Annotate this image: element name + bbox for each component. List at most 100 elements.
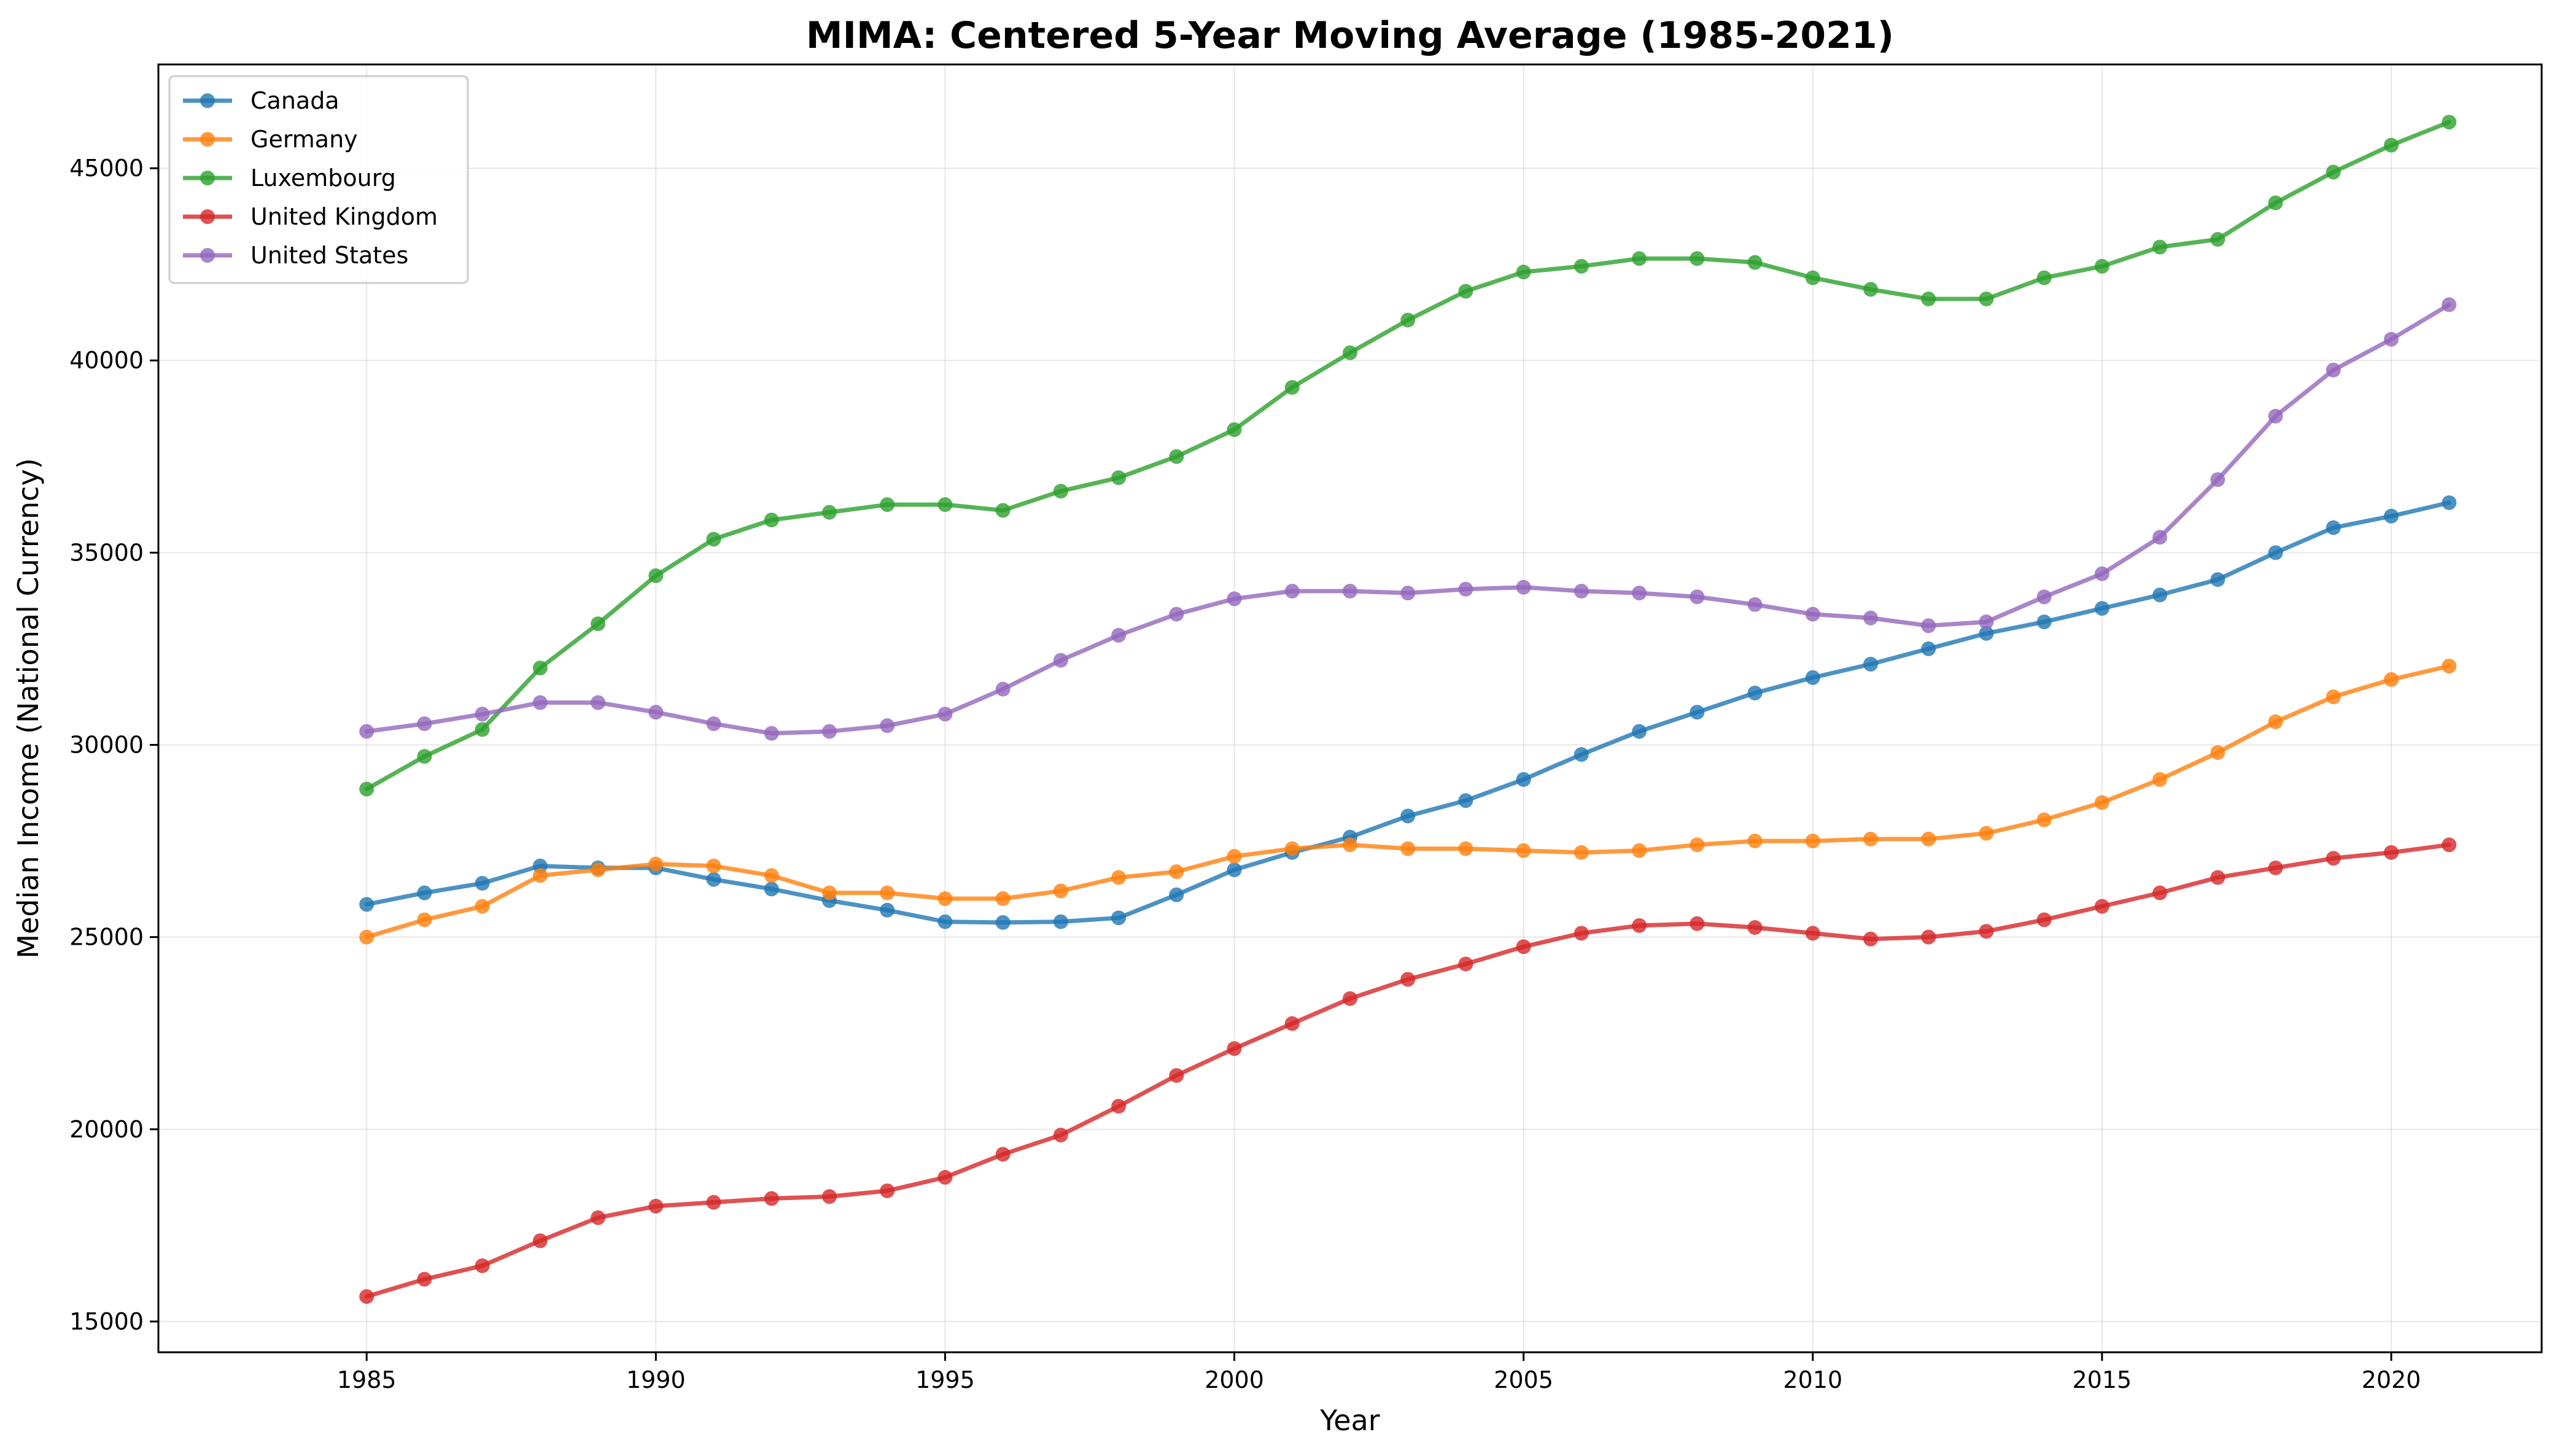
data-point-united-states (359, 724, 374, 739)
series-united-kingdom (359, 837, 2457, 1304)
data-point-united-states (2210, 472, 2225, 487)
data-point-united-states (1343, 583, 1357, 598)
plot-frame (157, 63, 2543, 1353)
data-point-germany (1343, 837, 1357, 853)
data-point-germany (1516, 843, 1531, 858)
data-point-united-states (417, 716, 432, 732)
data-point-united-states (1573, 583, 1589, 598)
data-point-luxembourg (2210, 231, 2225, 247)
data-point-united-kingdom (2268, 860, 2283, 875)
data-point-united-kingdom (880, 1183, 895, 1198)
y-tick-label: 30000 (69, 731, 144, 758)
data-point-united-states (937, 707, 953, 722)
data-point-united-states (532, 695, 548, 710)
data-point-germany (1863, 831, 1879, 846)
x-tick-label: 2005 (1494, 1366, 1553, 1393)
data-point-united-states (1111, 628, 1127, 643)
data-point-luxembourg (1400, 312, 1416, 328)
y-axis-label: Median Income (National Currency) (12, 458, 45, 958)
data-point-germany (2268, 714, 2283, 729)
data-point-canada (995, 915, 1011, 930)
data-point-canada (1458, 793, 1473, 808)
data-point-germany (995, 891, 1011, 907)
legend-label: Luxembourg (250, 165, 396, 192)
data-point-germany (821, 885, 837, 900)
data-point-luxembourg (1805, 270, 1820, 285)
data-point-germany (2442, 659, 2457, 674)
data-point-united-kingdom (1979, 924, 1994, 939)
data-point-luxembourg (475, 722, 490, 737)
data-point-luxembourg (2442, 114, 2457, 130)
data-point-united-kingdom (648, 1199, 664, 1214)
data-point-germany (880, 885, 895, 900)
legend-label: United Kingdom (250, 203, 438, 230)
x-tick-label: 2020 (2362, 1366, 2421, 1393)
data-point-united-kingdom (591, 1210, 606, 1225)
data-point-luxembourg (1169, 449, 1184, 464)
data-point-united-states (1169, 606, 1184, 622)
data-point-luxembourg (1343, 345, 1357, 360)
y-tick-label: 45000 (69, 155, 144, 182)
data-point-canada (764, 881, 779, 897)
data-point-luxembourg (417, 749, 432, 764)
data-point-germany (1690, 837, 1705, 853)
data-point-canada (475, 875, 490, 891)
data-point-germany (1284, 841, 1300, 856)
legend-item-canada: Canada (183, 87, 340, 114)
legend-marker (200, 171, 215, 185)
legend-item-united-kingdom: United Kingdom (183, 203, 438, 230)
data-point-germany (475, 899, 490, 914)
data-point-united-states (1227, 591, 1242, 606)
data-point-united-states (880, 718, 895, 734)
data-point-united-kingdom (2384, 845, 2399, 860)
data-point-united-kingdom (706, 1195, 721, 1210)
data-point-luxembourg (1863, 282, 1879, 297)
data-point-luxembourg (2036, 270, 2052, 285)
y-tick-label: 35000 (69, 539, 144, 566)
data-point-canada (1921, 641, 1936, 656)
y-tick-label: 15000 (69, 1308, 144, 1335)
data-point-luxembourg (2094, 258, 2109, 274)
data-point-united-kingdom (2442, 837, 2457, 853)
data-point-canada (1400, 808, 1416, 824)
data-point-canada (1805, 670, 1820, 685)
data-point-united-states (1053, 652, 1068, 668)
legend-marker (200, 132, 215, 147)
data-point-luxembourg (1053, 484, 1068, 499)
y-tick-label: 40000 (69, 347, 144, 374)
data-point-germany (1979, 826, 1994, 841)
data-point-luxembourg (359, 781, 374, 797)
data-point-germany (1805, 834, 1820, 849)
data-point-germany (1747, 834, 1763, 849)
data-point-germany (706, 858, 721, 873)
data-point-united-kingdom (1400, 972, 1416, 987)
data-point-united-states (764, 726, 779, 741)
data-point-united-states (2442, 297, 2457, 312)
data-point-united-kingdom (2210, 870, 2225, 885)
data-point-germany (2152, 772, 2168, 787)
data-point-luxembourg (2152, 239, 2168, 255)
grid (158, 64, 2542, 1352)
data-point-canada (1632, 724, 1647, 739)
data-point-luxembourg (706, 532, 721, 547)
data-point-luxembourg (1573, 258, 1589, 274)
legend-label: Canada (250, 87, 340, 114)
data-point-united-states (821, 724, 837, 739)
legend-label: United States (250, 242, 408, 269)
data-point-luxembourg (1227, 422, 1242, 437)
data-point-united-states (2094, 566, 2109, 581)
data-point-united-kingdom (995, 1147, 1011, 1162)
data-point-united-states (1805, 606, 1820, 622)
data-point-united-states (1516, 579, 1531, 595)
data-point-united-states (1458, 581, 1473, 597)
data-point-germany (1921, 831, 1936, 846)
data-point-united-kingdom (1111, 1099, 1127, 1114)
data-point-canada (706, 872, 721, 887)
data-point-germany (2036, 812, 2052, 827)
data-point-united-states (1921, 618, 1936, 633)
x-tick-label: 2015 (2073, 1366, 2132, 1393)
data-point-united-states (995, 681, 1011, 697)
data-point-united-kingdom (1169, 1068, 1184, 1083)
data-point-united-kingdom (1863, 931, 1879, 947)
